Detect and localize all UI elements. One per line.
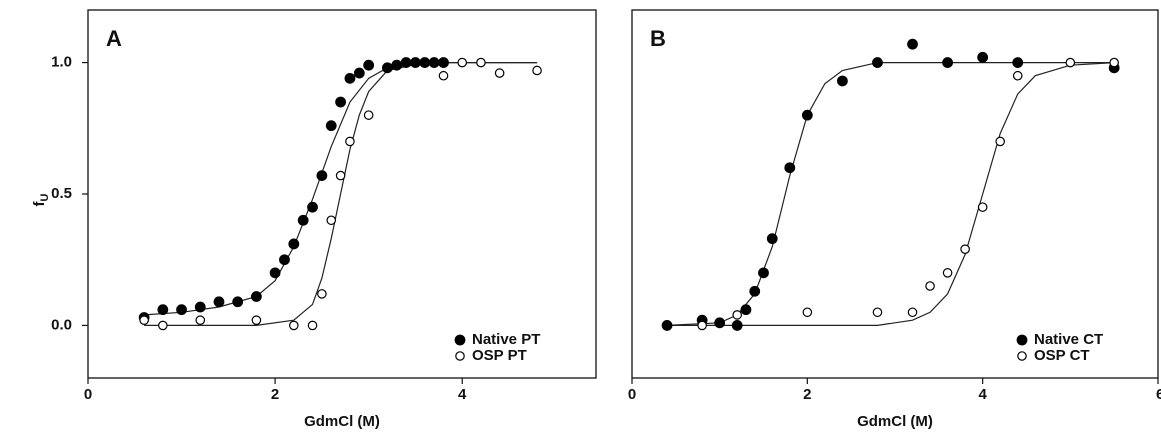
filled-point [977,51,989,63]
filled-point [410,57,421,68]
filled-point [801,109,813,121]
filled-point [344,72,356,84]
open-point [438,70,449,81]
open-point [907,307,918,318]
filled-point [269,267,281,279]
x-tick-label: 4 [458,386,467,403]
open-point [251,315,262,325]
filled-point [279,254,290,266]
open-point [1065,57,1076,68]
filled-point [872,57,883,68]
filled-point [419,57,431,68]
open-point [532,65,542,76]
open-point [697,320,707,331]
fit-curve [667,62,1115,326]
x-tick-label: 2 [271,386,279,403]
plot-frame [631,9,1159,379]
filled-point [213,296,225,308]
filled-point [758,267,769,279]
open-point [345,136,355,147]
y-tick-label: 0.0 [51,316,72,333]
open-point [872,307,883,318]
filled-point [1016,334,1028,346]
open-point [476,57,486,68]
open-point [195,315,206,325]
open-point [455,351,465,361]
open-point [307,320,318,331]
filled-point [232,296,244,308]
open-point [158,320,168,331]
filled-point [454,334,466,346]
open-point [457,57,468,68]
open-point [802,307,813,318]
y-axis-label-sub: U [39,193,51,201]
x-axis-label: GdmCl (M) [304,413,380,430]
x-axis-label: GdmCl (M) [857,413,933,430]
x-tick-label: 0 [628,386,636,403]
filled-point [288,238,300,250]
legend-label: OSP PT [472,347,527,364]
filled-point [353,67,365,79]
open-point [494,68,505,78]
legend-label: OSP CT [1034,347,1090,364]
filled-point [1012,57,1024,68]
open-point [1109,57,1119,68]
open-point [326,215,337,226]
filled-point [740,304,752,316]
filled-point [714,317,726,329]
open-point [925,281,935,291]
open-point [1012,70,1023,81]
fit-curve [667,62,1115,326]
filled-point [391,59,403,71]
open-point [960,244,970,254]
filled-point [907,38,918,50]
x-tick-label: 2 [803,386,811,403]
y-tick-label: 1.0 [51,54,72,71]
open-point [317,289,327,299]
open-point [139,315,149,325]
filled-point [731,320,743,331]
open-point [995,136,1005,147]
open-point [942,268,953,278]
y-axis-label: fU [31,193,51,206]
open-point [1017,351,1027,361]
filled-point [784,162,796,174]
panel-label: B [650,26,666,51]
filled-point [837,75,848,87]
legend-label: Native PT [472,331,540,348]
filled-point [176,304,187,316]
filled-point [428,57,440,68]
filled-point [661,320,673,331]
filled-point [749,285,761,297]
open-point [363,110,374,120]
panel-label: A [106,26,122,51]
open-point [335,170,346,181]
filled-point [316,170,328,182]
legend-label: Native CT [1034,331,1103,348]
filled-point [250,291,262,302]
filled-point [400,57,412,68]
x-tick-label: 0 [84,386,92,403]
filled-point [363,59,375,71]
filled-point [157,304,169,316]
x-tick-label: 4 [978,386,987,403]
filled-point [194,301,206,313]
x-tick-label: 6 [1156,386,1161,403]
open-point [977,202,988,212]
filled-point [335,96,346,108]
filled-point [766,233,778,245]
filled-point [307,201,318,213]
filled-point [325,120,337,132]
filled-point [381,62,393,74]
filled-point [942,57,953,68]
open-point [289,320,299,331]
y-tick-label: 0.5 [51,185,72,202]
filled-point [297,214,309,226]
filled-point [438,57,449,68]
open-point [732,310,742,320]
y-axis-label-main: f [31,200,48,206]
